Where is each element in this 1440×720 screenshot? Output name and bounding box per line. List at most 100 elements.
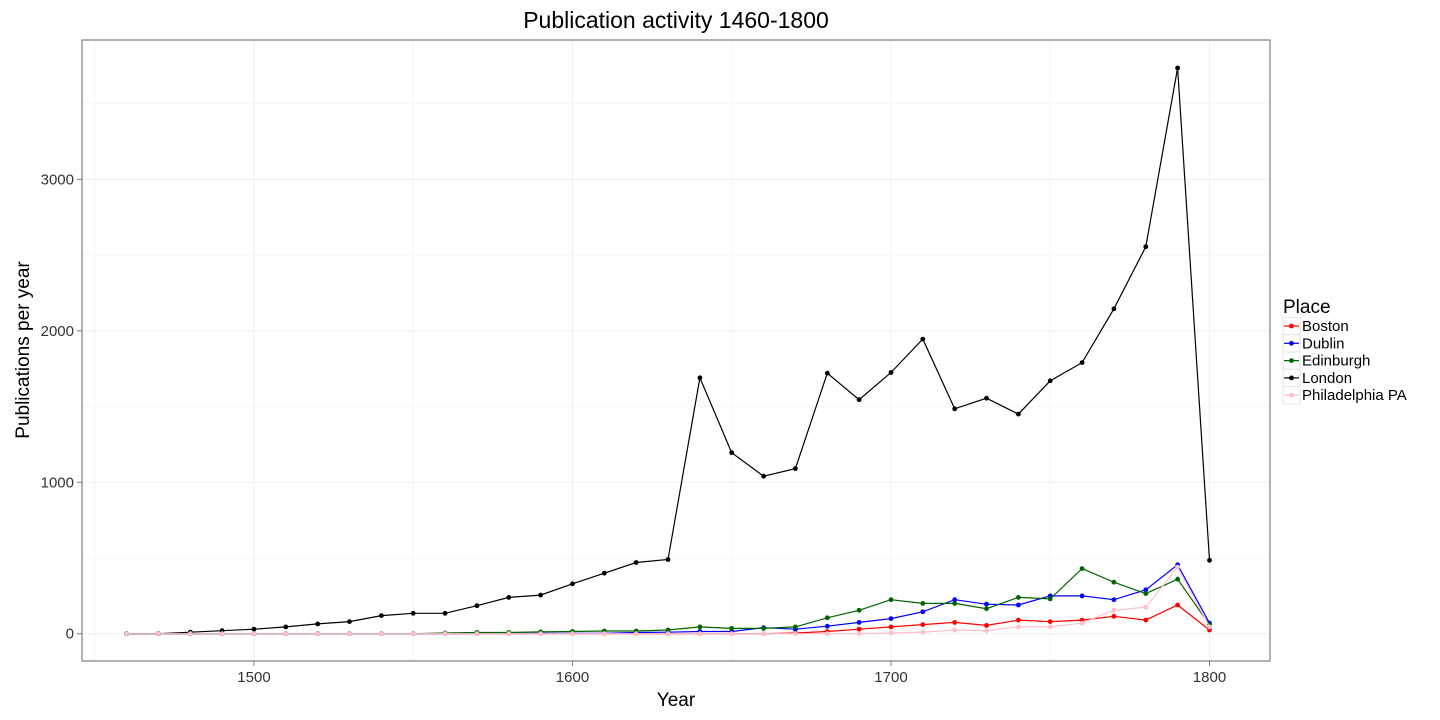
data-point-london: [665, 557, 671, 562]
data-point-london: [283, 624, 289, 630]
data-point-edinburgh: [1175, 576, 1180, 582]
data-point-philadelphia-pa: [633, 631, 639, 637]
data-point-philadelphia-pa: [442, 631, 448, 637]
legend-key-point: [1289, 392, 1294, 398]
data-point-boston: [1175, 602, 1180, 608]
data-point-edinburgh: [793, 624, 798, 630]
x-tick-label: 1700: [874, 669, 907, 686]
data-point-london: [888, 370, 894, 375]
data-point-philadelphia-pa: [379, 631, 384, 637]
data-point-philadelphia-pa: [1207, 624, 1212, 630]
data-point-philadelphia-pa: [793, 631, 798, 637]
data-point-philadelphia-pa: [856, 631, 862, 637]
legend-item-london: London: [1282, 368, 1352, 388]
data-point-philadelphia-pa: [1047, 624, 1053, 630]
x-axis-title: Year: [657, 690, 696, 711]
data-point-edinburgh: [1016, 595, 1021, 600]
data-point-edinburgh: [665, 627, 671, 633]
data-point-edinburgh: [697, 624, 703, 630]
data-point-dublin: [984, 601, 989, 607]
data-point-edinburgh: [856, 607, 862, 613]
data-point-london: [1175, 65, 1180, 71]
data-point-dublin: [920, 609, 926, 615]
data-point-edinburgh: [920, 601, 926, 606]
data-point-dublin: [1079, 593, 1085, 599]
data-point-dublin: [824, 623, 830, 629]
data-point-edinburgh: [952, 601, 958, 606]
data-point-london: [697, 375, 703, 381]
data-point-philadelphia-pa: [538, 631, 543, 637]
data-point-philadelphia-pa: [410, 631, 416, 637]
data-point-philadelphia-pa: [952, 627, 958, 633]
x-tick-label: 1600: [556, 669, 589, 686]
data-point-philadelphia-pa: [729, 631, 735, 637]
data-point-philadelphia-pa: [506, 631, 512, 637]
data-point-boston: [1016, 617, 1021, 623]
data-point-london: [1016, 411, 1021, 417]
data-point-london: [793, 466, 798, 471]
legend-key-point: [1289, 358, 1294, 363]
data-point-philadelphia-pa: [824, 631, 830, 637]
legend-label-boston: Boston: [1302, 318, 1349, 335]
data-point-london: [1047, 378, 1053, 384]
data-point-london: [506, 595, 512, 600]
data-point-london: [984, 395, 989, 401]
data-point-boston: [984, 623, 989, 628]
series-group: [124, 65, 1212, 637]
legend-label-edinburgh: Edinburgh: [1302, 353, 1370, 370]
data-point-philadelphia-pa: [761, 631, 766, 637]
panel-background: [82, 40, 1270, 661]
data-point-boston: [856, 626, 862, 632]
chart-title: Publication activity 1460-1800: [523, 7, 829, 33]
data-point-london: [1143, 244, 1149, 250]
data-point-boston: [1143, 617, 1149, 623]
data-point-edinburgh: [1143, 591, 1149, 596]
data-point-philadelphia-pa: [888, 630, 894, 636]
data-point-boston: [888, 624, 894, 630]
data-point-london: [952, 406, 958, 412]
data-point-boston: [1111, 613, 1117, 619]
data-point-london: [729, 450, 735, 456]
data-point-london: [442, 610, 448, 616]
data-point-london: [347, 619, 352, 624]
data-point-edinburgh: [1111, 579, 1117, 585]
data-point-london: [856, 397, 862, 403]
data-point-dublin: [1111, 597, 1117, 603]
data-point-philadelphia-pa: [347, 631, 352, 637]
legend-key-point: [1289, 340, 1294, 346]
data-point-philadelphia-pa: [601, 631, 607, 637]
data-point-edinburgh: [1047, 596, 1053, 602]
legend-item-dublin: Dublin: [1282, 334, 1345, 353]
panel-border: [81, 39, 1271, 662]
legend-label-london: London: [1302, 370, 1352, 387]
data-point-edinburgh: [729, 626, 735, 631]
series-philadelphia-pa: [124, 564, 1212, 637]
data-point-edinburgh: [761, 626, 766, 631]
y-tick-label: 2000: [41, 323, 74, 340]
data-point-edinburgh: [888, 597, 894, 603]
data-point-philadelphia-pa: [1079, 620, 1085, 626]
data-point-philadelphia-pa: [219, 631, 225, 637]
data-point-london: [538, 592, 543, 598]
data-point-london: [1207, 557, 1212, 563]
data-point-philadelphia-pa: [570, 631, 575, 637]
axes: 1500 1600 1700 1800 0 1000 2000 3000: [41, 171, 1227, 686]
data-point-philadelphia-pa: [124, 631, 129, 637]
data-point-edinburgh: [824, 615, 830, 621]
data-point-london: [474, 603, 480, 609]
data-point-dublin: [1143, 587, 1149, 593]
data-point-boston: [952, 620, 958, 625]
legend-item-edinburgh: Edinburgh: [1282, 351, 1370, 370]
legend: Place BostonDublinEdinburghLondonPhilade…: [1282, 297, 1407, 405]
data-point-london: [761, 473, 766, 479]
data-point-edinburgh: [1079, 566, 1085, 571]
y-tick-label: 1000: [41, 474, 74, 491]
data-point-philadelphia-pa: [156, 631, 161, 637]
data-point-london: [570, 581, 575, 587]
y-axis-title: Publications per year: [13, 261, 34, 439]
data-point-philadelphia-pa: [251, 631, 257, 637]
legend-key-point: [1289, 375, 1294, 381]
data-point-philadelphia-pa: [474, 631, 480, 637]
y-tick-label: 3000: [41, 171, 74, 188]
